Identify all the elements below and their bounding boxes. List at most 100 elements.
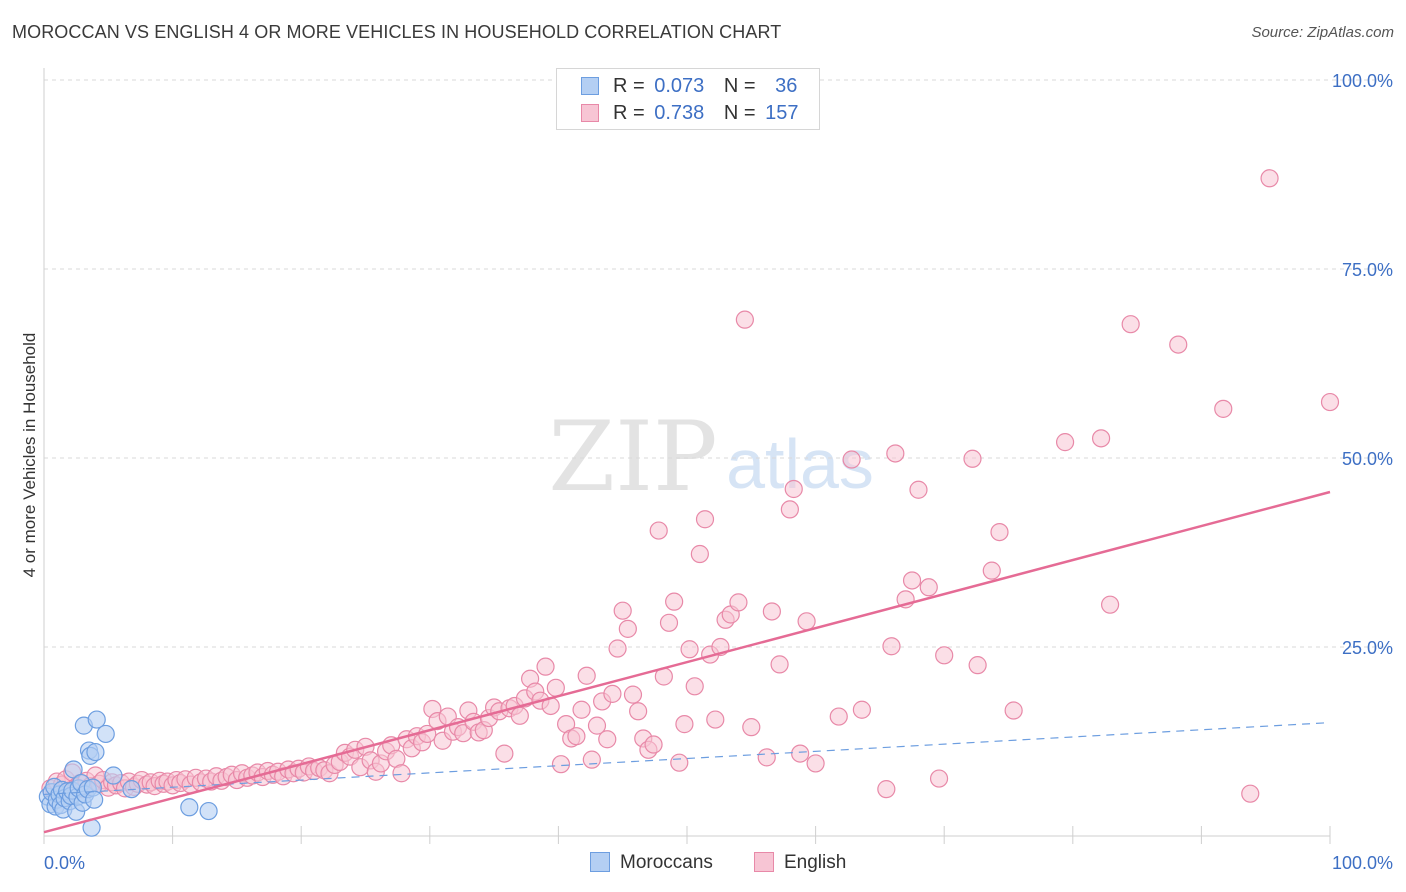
english-point bbox=[982, 561, 1001, 580]
english-point bbox=[780, 500, 799, 519]
english-point bbox=[1320, 392, 1340, 412]
english-point bbox=[695, 510, 715, 529]
english-point bbox=[762, 602, 781, 621]
english-point bbox=[551, 755, 571, 774]
english-point bbox=[1091, 429, 1111, 448]
english-points bbox=[41, 169, 1340, 804]
english-point bbox=[1169, 335, 1188, 354]
x-tick-label-max: 100.0% bbox=[1332, 853, 1393, 873]
english-point bbox=[598, 730, 617, 749]
moroccans-trend-line bbox=[43, 722, 1331, 796]
english-point bbox=[603, 684, 622, 703]
english-point bbox=[665, 592, 684, 611]
y-tick-label: 75.0% bbox=[1342, 260, 1393, 280]
r-label: R = bbox=[613, 102, 645, 124]
english-point bbox=[546, 678, 565, 697]
english-point bbox=[1260, 169, 1279, 188]
english-point bbox=[680, 640, 699, 659]
axes bbox=[43, 68, 1331, 844]
english-point bbox=[877, 780, 896, 799]
legend-row-english: R = 0.738 N = 157 bbox=[581, 102, 799, 125]
n-label: N = bbox=[723, 75, 756, 97]
english-point bbox=[1100, 595, 1120, 614]
moroccans-point bbox=[86, 742, 105, 762]
bottom-legend-english: English bbox=[754, 852, 846, 874]
trend-lines bbox=[43, 490, 1331, 834]
english-point bbox=[659, 613, 679, 632]
english-point bbox=[929, 769, 949, 788]
english-point bbox=[675, 715, 694, 734]
x-tick-label-min: 0.0% bbox=[44, 853, 85, 873]
y-tick-label: 25.0% bbox=[1342, 638, 1393, 658]
english-point bbox=[623, 685, 643, 704]
bottom-english-label: English bbox=[784, 852, 847, 873]
english-point bbox=[902, 571, 922, 590]
correlation-legend: R = 0.073 N = 36 R = 0.738 N = 157 bbox=[556, 68, 820, 130]
english-point bbox=[919, 578, 938, 597]
english-point bbox=[706, 710, 725, 729]
english-trend-line bbox=[43, 490, 1331, 834]
english-point bbox=[842, 450, 861, 469]
english-point bbox=[670, 753, 689, 772]
moroccans-point bbox=[64, 760, 83, 779]
n-label: N = bbox=[723, 102, 756, 124]
english-point bbox=[797, 612, 816, 631]
moroccans-point bbox=[85, 790, 104, 809]
english-point bbox=[852, 700, 871, 719]
watermark: ZIP atlas bbox=[548, 401, 874, 513]
bottom-legend-moroccans: Moroccans bbox=[590, 852, 713, 874]
english-point bbox=[618, 619, 637, 638]
gridlines bbox=[44, 79, 1390, 648]
english-point bbox=[935, 646, 954, 665]
bottom-english-swatch bbox=[754, 852, 774, 872]
english-point bbox=[742, 718, 761, 737]
bottom-moroccans-swatch bbox=[590, 852, 610, 872]
english-point bbox=[1121, 315, 1140, 334]
english-point bbox=[613, 601, 632, 620]
english-point bbox=[829, 707, 848, 726]
english-point bbox=[572, 700, 591, 719]
bottom-moroccans-label: Moroccans bbox=[620, 852, 713, 873]
source-note: Source: ZipAtlas.com bbox=[1251, 24, 1394, 41]
english-point bbox=[495, 744, 514, 763]
english-point bbox=[644, 735, 663, 754]
moroccans-point bbox=[96, 724, 115, 744]
english-point bbox=[882, 637, 901, 656]
tick-labels: 25.0% 50.0% 75.0% 100.0% 0.0% 100.0% bbox=[44, 71, 1393, 873]
english-point bbox=[791, 744, 810, 763]
english-n-value: 157 bbox=[765, 102, 799, 124]
english-point bbox=[735, 310, 754, 329]
moroccans-point bbox=[87, 710, 106, 729]
y-tick-label: 50.0% bbox=[1342, 449, 1393, 469]
english-point bbox=[757, 748, 776, 767]
english-point bbox=[1214, 399, 1233, 418]
english-point bbox=[608, 639, 627, 658]
english-point bbox=[909, 480, 928, 499]
english-point bbox=[968, 656, 987, 675]
moroccans-point bbox=[104, 766, 123, 785]
english-point bbox=[1055, 433, 1075, 452]
english-point bbox=[587, 716, 607, 735]
english-point bbox=[963, 449, 982, 468]
english-point bbox=[784, 479, 803, 499]
english-swatch bbox=[581, 104, 599, 122]
english-point bbox=[577, 666, 596, 685]
english-point bbox=[1241, 784, 1260, 803]
english-r-value: 0.738 bbox=[654, 102, 705, 124]
moroccans-r-value: 0.073 bbox=[654, 75, 705, 97]
english-point bbox=[510, 706, 529, 725]
english-point bbox=[729, 593, 748, 612]
moroccans-n-value: 36 bbox=[775, 75, 798, 97]
english-point bbox=[770, 655, 789, 674]
english-point bbox=[392, 764, 411, 783]
english-point bbox=[536, 657, 555, 676]
moroccans-point bbox=[180, 798, 199, 817]
watermark-zip: ZIP bbox=[548, 401, 717, 513]
english-point bbox=[886, 444, 905, 463]
r-label: R = bbox=[613, 75, 645, 97]
legend-row-moroccans: R = 0.073 N = 36 bbox=[581, 75, 797, 98]
english-point bbox=[629, 702, 648, 721]
moroccans-point bbox=[199, 801, 218, 821]
english-point bbox=[582, 750, 601, 769]
